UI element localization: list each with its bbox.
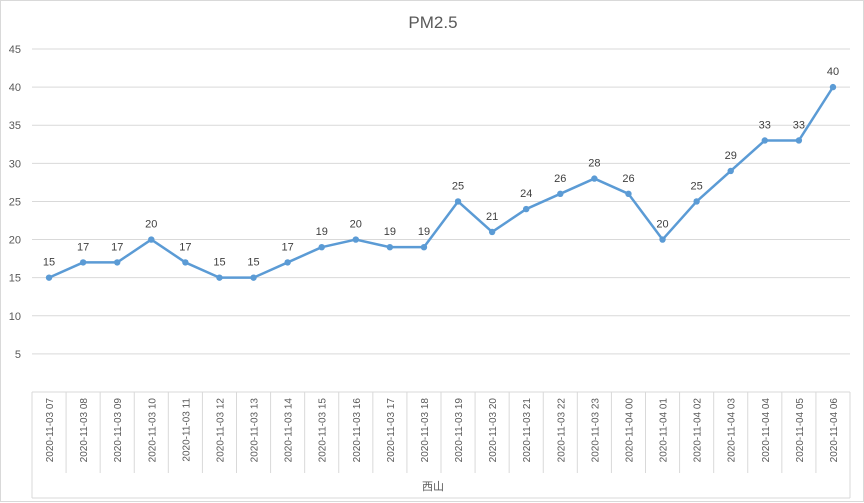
x-category-label: 2020-11-03 21 bbox=[522, 398, 533, 463]
data-label: 20 bbox=[145, 219, 157, 231]
x-category-label: 2020-11-04 06 bbox=[829, 398, 840, 463]
data-label: 25 bbox=[691, 180, 703, 192]
data-label: 17 bbox=[282, 241, 294, 253]
data-point bbox=[284, 259, 291, 266]
y-tick-label: 40 bbox=[9, 82, 21, 94]
y-tick-label: 25 bbox=[9, 196, 21, 208]
data-label: 33 bbox=[793, 119, 805, 131]
data-label: 19 bbox=[316, 226, 328, 238]
x-category-label: 2020-11-04 01 bbox=[659, 398, 670, 463]
x-category-label: 2020-11-03 09 bbox=[113, 398, 124, 463]
series-layer bbox=[45, 83, 837, 281]
y-axis-ticks: 5 10 15 20 25 30 35 40 45 bbox=[9, 44, 21, 361]
data-point bbox=[114, 259, 121, 266]
x-category-label: 2020-11-03 18 bbox=[420, 398, 431, 463]
data-labels: 15 17 17 20 17 15 15 17 19 20 19 19 25 21 24 26 28 26 20 25… bbox=[43, 66, 839, 269]
data-point bbox=[454, 198, 462, 205]
x-category-label: 2020-11-03 12 bbox=[215, 398, 226, 463]
data-point bbox=[352, 236, 359, 243]
data-point bbox=[216, 274, 223, 281]
data-point bbox=[488, 228, 496, 236]
data-label: 26 bbox=[622, 173, 634, 185]
data-point bbox=[182, 259, 189, 266]
data-point bbox=[318, 243, 325, 251]
data-label: 15 bbox=[213, 257, 225, 269]
x-category-label: 2020-11-03 10 bbox=[147, 398, 158, 463]
x-category-label: 2020-11-04 00 bbox=[624, 398, 635, 463]
y-tick-label: 10 bbox=[9, 311, 21, 323]
x-category-label: 2020-11-03 08 bbox=[79, 398, 90, 463]
data-label: 33 bbox=[759, 119, 771, 131]
x-category-label: 2020-11-03 17 bbox=[386, 398, 397, 463]
x-category-label: 2020-11-03 19 bbox=[454, 398, 465, 463]
x-axis-title: 西山 bbox=[422, 480, 444, 493]
data-point bbox=[386, 243, 394, 251]
x-category-label: 2020-11-04 03 bbox=[727, 398, 738, 463]
x-category-label: 2020-11-03 15 bbox=[318, 398, 329, 463]
data-point bbox=[659, 236, 666, 243]
x-category-label: 2020-11-03 11 bbox=[181, 398, 192, 462]
x-category-label: 2020-11-03 22 bbox=[556, 398, 567, 463]
data-point bbox=[829, 83, 837, 91]
data-point bbox=[557, 190, 564, 198]
data-point bbox=[79, 259, 87, 266]
y-tick-label: 15 bbox=[9, 273, 21, 285]
x-category-label: 2020-11-04 05 bbox=[795, 398, 806, 463]
data-point bbox=[45, 274, 53, 281]
data-point bbox=[727, 167, 734, 175]
data-label: 29 bbox=[725, 150, 737, 162]
x-category-label: 2020-11-03 20 bbox=[488, 398, 499, 463]
chart-title: PM2.5 bbox=[408, 13, 457, 32]
y-tick-label: 5 bbox=[15, 349, 21, 361]
data-point bbox=[591, 175, 598, 182]
data-label: 20 bbox=[656, 219, 668, 231]
data-label: 17 bbox=[179, 241, 191, 253]
data-label: 15 bbox=[43, 257, 55, 269]
data-label: 15 bbox=[247, 257, 259, 269]
x-category-label: 2020-11-03 07 bbox=[45, 398, 56, 463]
data-point bbox=[420, 243, 428, 251]
series-line bbox=[48, 86, 835, 279]
data-label: 28 bbox=[588, 158, 600, 170]
x-category-label: 2020-11-03 23 bbox=[590, 398, 601, 463]
x-category-label: 2020-11-03 14 bbox=[284, 398, 295, 463]
data-point bbox=[148, 236, 155, 243]
x-axis-categories: 2020-11-03 07 2020-11-03 08 2020-11-03 09 2… bbox=[45, 398, 840, 463]
data-label: 26 bbox=[554, 173, 566, 185]
x-category-label: 2020-11-04 02 bbox=[693, 398, 704, 463]
data-label: 25 bbox=[452, 180, 464, 192]
data-label: 19 bbox=[418, 226, 430, 238]
x-category-label: 2020-11-04 04 bbox=[761, 398, 772, 463]
data-label: 20 bbox=[350, 219, 362, 231]
data-label: 21 bbox=[486, 211, 498, 223]
data-label: 17 bbox=[111, 241, 123, 253]
data-point bbox=[625, 190, 632, 198]
data-label: 24 bbox=[520, 188, 532, 200]
data-point bbox=[250, 274, 257, 281]
x-category-label: 2020-11-03 13 bbox=[250, 398, 261, 463]
y-tick-label: 20 bbox=[9, 235, 21, 247]
data-point bbox=[693, 198, 700, 205]
data-label: 17 bbox=[77, 241, 89, 253]
data-label: 19 bbox=[384, 226, 396, 238]
x-category-label: 2020-11-03 16 bbox=[352, 398, 363, 463]
grid-layer bbox=[31, 48, 851, 499]
y-tick-label: 45 bbox=[9, 44, 21, 56]
y-tick-label: 35 bbox=[9, 120, 21, 132]
data-label: 40 bbox=[827, 66, 839, 78]
data-point bbox=[523, 205, 530, 213]
y-tick-label: 30 bbox=[9, 158, 21, 170]
data-point bbox=[795, 137, 803, 144]
data-point bbox=[761, 137, 768, 144]
